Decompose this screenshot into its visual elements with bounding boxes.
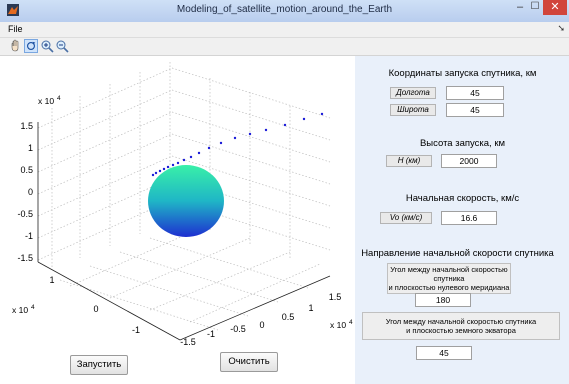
z-exponent: x 10 — [38, 96, 54, 106]
z-axis-ticks: 1.5 1 0.5 0 -0.5 -1 -1.5 — [17, 121, 33, 263]
equator-line-1: Угол между начальной скоростью спутника — [385, 317, 537, 326]
x-tick: 1 — [308, 303, 313, 313]
equator-angle-input[interactable]: 45 — [416, 346, 472, 360]
window-title: Modeling_of_satellite_motion_around_the_… — [176, 4, 393, 15]
latitude-input[interactable]: 45 — [446, 103, 504, 117]
height-heading: Высота запуска, км — [419, 138, 506, 149]
speed-input[interactable]: 16.6 — [441, 211, 497, 225]
latitude-label: Широта — [390, 104, 436, 116]
y-exponent-power: 4 — [31, 304, 35, 311]
rotate3d-icon[interactable] — [24, 39, 38, 53]
longitude-label: Долгота — [390, 87, 436, 99]
height-input[interactable]: 2000 — [441, 154, 497, 168]
meridian-line-2: спутника — [433, 274, 465, 283]
meridian-line-3: и плоскостью нулевого меридиана — [388, 283, 510, 292]
x-tick: 1.5 — [329, 292, 342, 302]
close-button[interactable]: ✕ — [543, 0, 567, 15]
menu-overflow-icon[interactable]: ➘ — [557, 23, 565, 33]
meridian-angle-input[interactable]: 180 — [415, 293, 471, 307]
hand-icon[interactable] — [9, 39, 23, 53]
z-exponent-power: 4 — [57, 95, 61, 102]
toolbar — [0, 38, 569, 56]
x-tick: -0.5 — [230, 324, 246, 334]
x-axis-exponent: x 10 4 — [330, 319, 353, 330]
y-axis-ticks: 1 0 -1 — [49, 275, 140, 335]
y-axis-exponent: x 10 4 — [12, 304, 35, 315]
height-label: H (км) — [386, 155, 432, 167]
speed-heading: Начальная скорость, км/с — [405, 193, 520, 204]
speed-label: Vo (км/с) — [380, 212, 432, 224]
z-axis-exponent: x 10 4 — [38, 95, 61, 106]
z-tick: -0.5 — [17, 209, 33, 219]
meridian-line-1: Угол между начальной скоростью — [390, 265, 508, 274]
z-tick: 0 — [28, 187, 33, 197]
maximize-button[interactable]: ☐ — [530, 1, 540, 12]
x-axis-ticks: 1.5 1 0.5 0 -0.5 -1 -1.5 — [180, 292, 341, 347]
longitude-input[interactable]: 45 — [446, 86, 504, 100]
clear-button[interactable]: Очистить — [220, 352, 278, 372]
y-tick: -1 — [132, 325, 140, 335]
zoom-out-icon[interactable] — [55, 39, 69, 53]
satellite-trajectory — [151, 112, 324, 177]
y-exponent: x 10 — [12, 305, 28, 315]
menu-bar: File ➘ — [0, 22, 569, 38]
start-button[interactable]: Запустить — [70, 355, 128, 375]
minimize-button[interactable]: – — [516, 1, 524, 13]
x-tick: 0 — [259, 320, 264, 330]
equator-line-2: и плоскостью земного экватора — [406, 326, 516, 335]
x-tick: -1 — [207, 329, 215, 339]
x-exponent: x 10 — [330, 320, 346, 330]
z-tick: 1 — [28, 143, 33, 153]
z-tick: 0.5 — [20, 165, 33, 175]
x-tick: 0.5 — [282, 312, 295, 322]
z-tick: -1 — [25, 231, 33, 241]
direction-heading: Направление начальной скорости спутника — [361, 248, 554, 259]
z-tick: -1.5 — [17, 253, 33, 263]
x-tick: -1.5 — [180, 337, 196, 347]
zoom-in-icon[interactable] — [40, 39, 54, 53]
x-exponent-power: 4 — [349, 319, 353, 326]
y-tick: 0 — [93, 304, 98, 314]
z-tick: 1.5 — [20, 121, 33, 131]
axes-box — [37, 122, 331, 341]
equator-angle-label: Угол между начальной скоростью спутника … — [362, 312, 560, 340]
earth-sphere — [148, 165, 224, 237]
y-tick: 1 — [49, 275, 54, 285]
launch-coords-heading: Координаты запуска спутника, км — [388, 68, 537, 79]
matlab-icon — [7, 4, 19, 16]
meridian-angle-label: Угол между начальной скоростью спутника … — [387, 263, 511, 294]
menu-file[interactable]: File — [8, 24, 23, 34]
